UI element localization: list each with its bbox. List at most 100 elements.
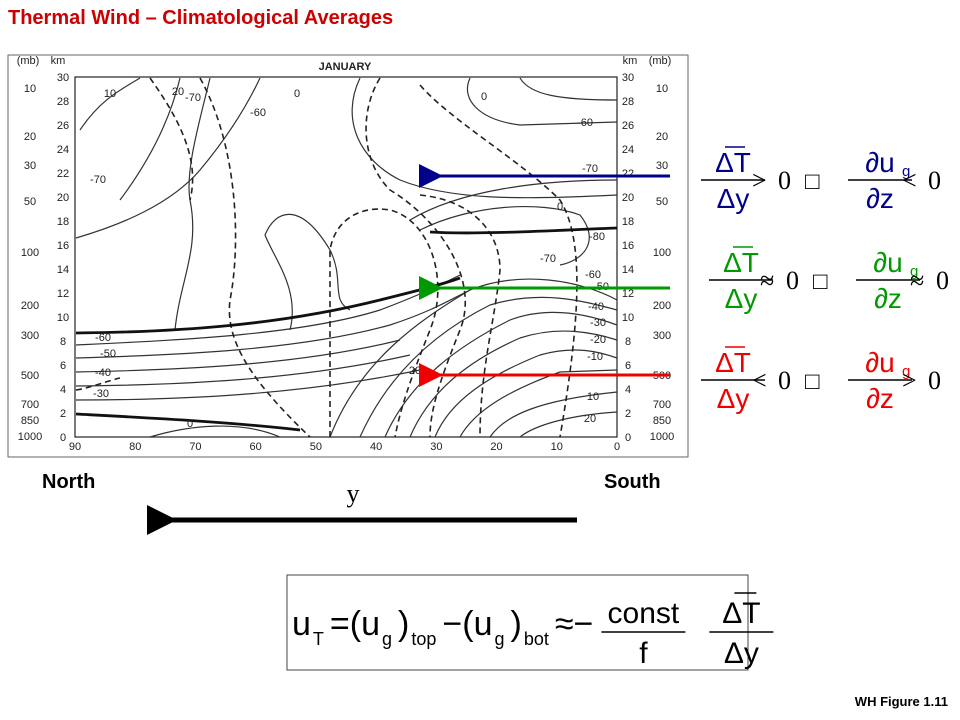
height-label: 10 [57,312,69,324]
height-label-right: 26 [622,120,634,132]
height-label-right: 2 [625,408,631,420]
rhs: 0 [936,266,949,295]
formula-box [286,574,749,671]
contour-label: 20 [584,413,596,425]
caption: WH Figure 1.11 [855,694,948,709]
height-label: 24 [57,144,69,156]
latitude-label: 40 [370,441,382,453]
pressure-label: 300 [21,330,39,342]
pressure-label: 20 [24,131,36,143]
contour-label: -80 [589,231,605,243]
height-label: 14 [57,264,69,276]
height-label: 20 [57,192,69,204]
pressure-label: 100 [21,247,39,259]
height-label: 6 [60,360,66,372]
height-label: 4 [60,384,66,396]
formula-subscript: top [411,629,436,649]
height-label-right: 6 [625,360,631,372]
relation: < [752,366,767,395]
numerator: ∂u [873,247,902,278]
numerator: ∂u [865,347,894,378]
formula-part: −(u [442,605,492,643]
height-label-right: 28 [622,96,634,108]
formula-subscript: g [382,629,392,649]
contour-label: -30 [590,317,606,329]
figure-month: JANUARY [319,61,372,73]
contour-label: -70 [582,163,598,175]
height-label-right: 18 [622,216,634,228]
height-label-right: 8 [625,336,631,348]
rhs: 0 [928,166,941,195]
denominator: ∂z [866,383,894,414]
contour-label: -60 [95,332,111,344]
y-label: y [347,479,360,508]
relation: ≈ [760,266,774,295]
pressure-label-right: 300 [653,330,671,342]
contour-label: 10 [104,88,116,100]
numerator: ∂u [865,147,894,178]
height-label-right: 30 [622,72,634,84]
relation: > [902,366,917,395]
contour-label: -70 [90,174,106,186]
latitude-label: 30 [430,441,442,453]
figure: JANUARY (mb) km km (mb) [7,54,689,458]
implies: □ [805,168,820,195]
pressure-label-right: 10 [656,83,668,95]
pressure-label-right: 100 [653,247,671,259]
height-label: 30 [57,72,69,84]
formula-denominator: Δy [724,637,759,670]
pressure-label-right: 700 [653,399,671,411]
latitude-label: 70 [189,441,201,453]
height-unit-right: km [623,55,638,67]
height-label-right: 16 [622,240,634,252]
height-label: 12 [57,288,69,300]
height-label-right: 22 [622,168,634,180]
pressure-label-right: 200 [653,300,671,312]
height-label-right: 10 [622,312,634,324]
latitude-label: 50 [310,441,322,453]
height-label: 8 [60,336,66,348]
north-label: North [42,471,95,493]
contour-label: 0 [481,91,487,103]
height-label: 2 [60,408,66,420]
subscript: g [902,163,910,180]
contour-label: -40 [588,301,604,313]
slide-title: Thermal Wind – Climatological Averages [8,7,393,29]
denominator: Δy [717,383,750,414]
height-label: 28 [57,96,69,108]
pressure-label-right: 1000 [650,431,674,443]
height-label-right: 4 [625,384,631,396]
pressure-label: 200 [21,300,39,312]
height-label: 22 [57,168,69,180]
rhs: 0 [778,366,791,395]
formula-part: ) [398,605,409,643]
denominator: ∂z [866,183,894,214]
pressure-label: 850 [21,415,39,427]
formula-part: ) [511,605,522,643]
contour-label: 0 [294,88,300,100]
implies: □ [805,368,820,395]
formula-denominator: f [639,637,648,670]
pressure-label-right: 50 [656,196,668,208]
height-label: 0 [60,432,66,444]
numerator: ΔT [715,147,751,178]
pressure-label: 500 [21,370,39,382]
contour-label: -30 [93,388,109,400]
contour-label: 20 [409,365,421,377]
denominator: Δy [725,283,758,314]
latitude-label: 20 [490,441,502,453]
contour-label: -60 [585,269,601,281]
height-label-right: 24 [622,144,634,156]
pressure-label: 50 [24,196,36,208]
contour-label: -10 [587,351,603,363]
pressure-label: 1000 [18,431,42,443]
formula-part: =(u [330,605,380,643]
latitude-label: 80 [129,441,141,453]
latitude-label: 90 [69,441,81,453]
formula-subscript: T [313,629,324,649]
